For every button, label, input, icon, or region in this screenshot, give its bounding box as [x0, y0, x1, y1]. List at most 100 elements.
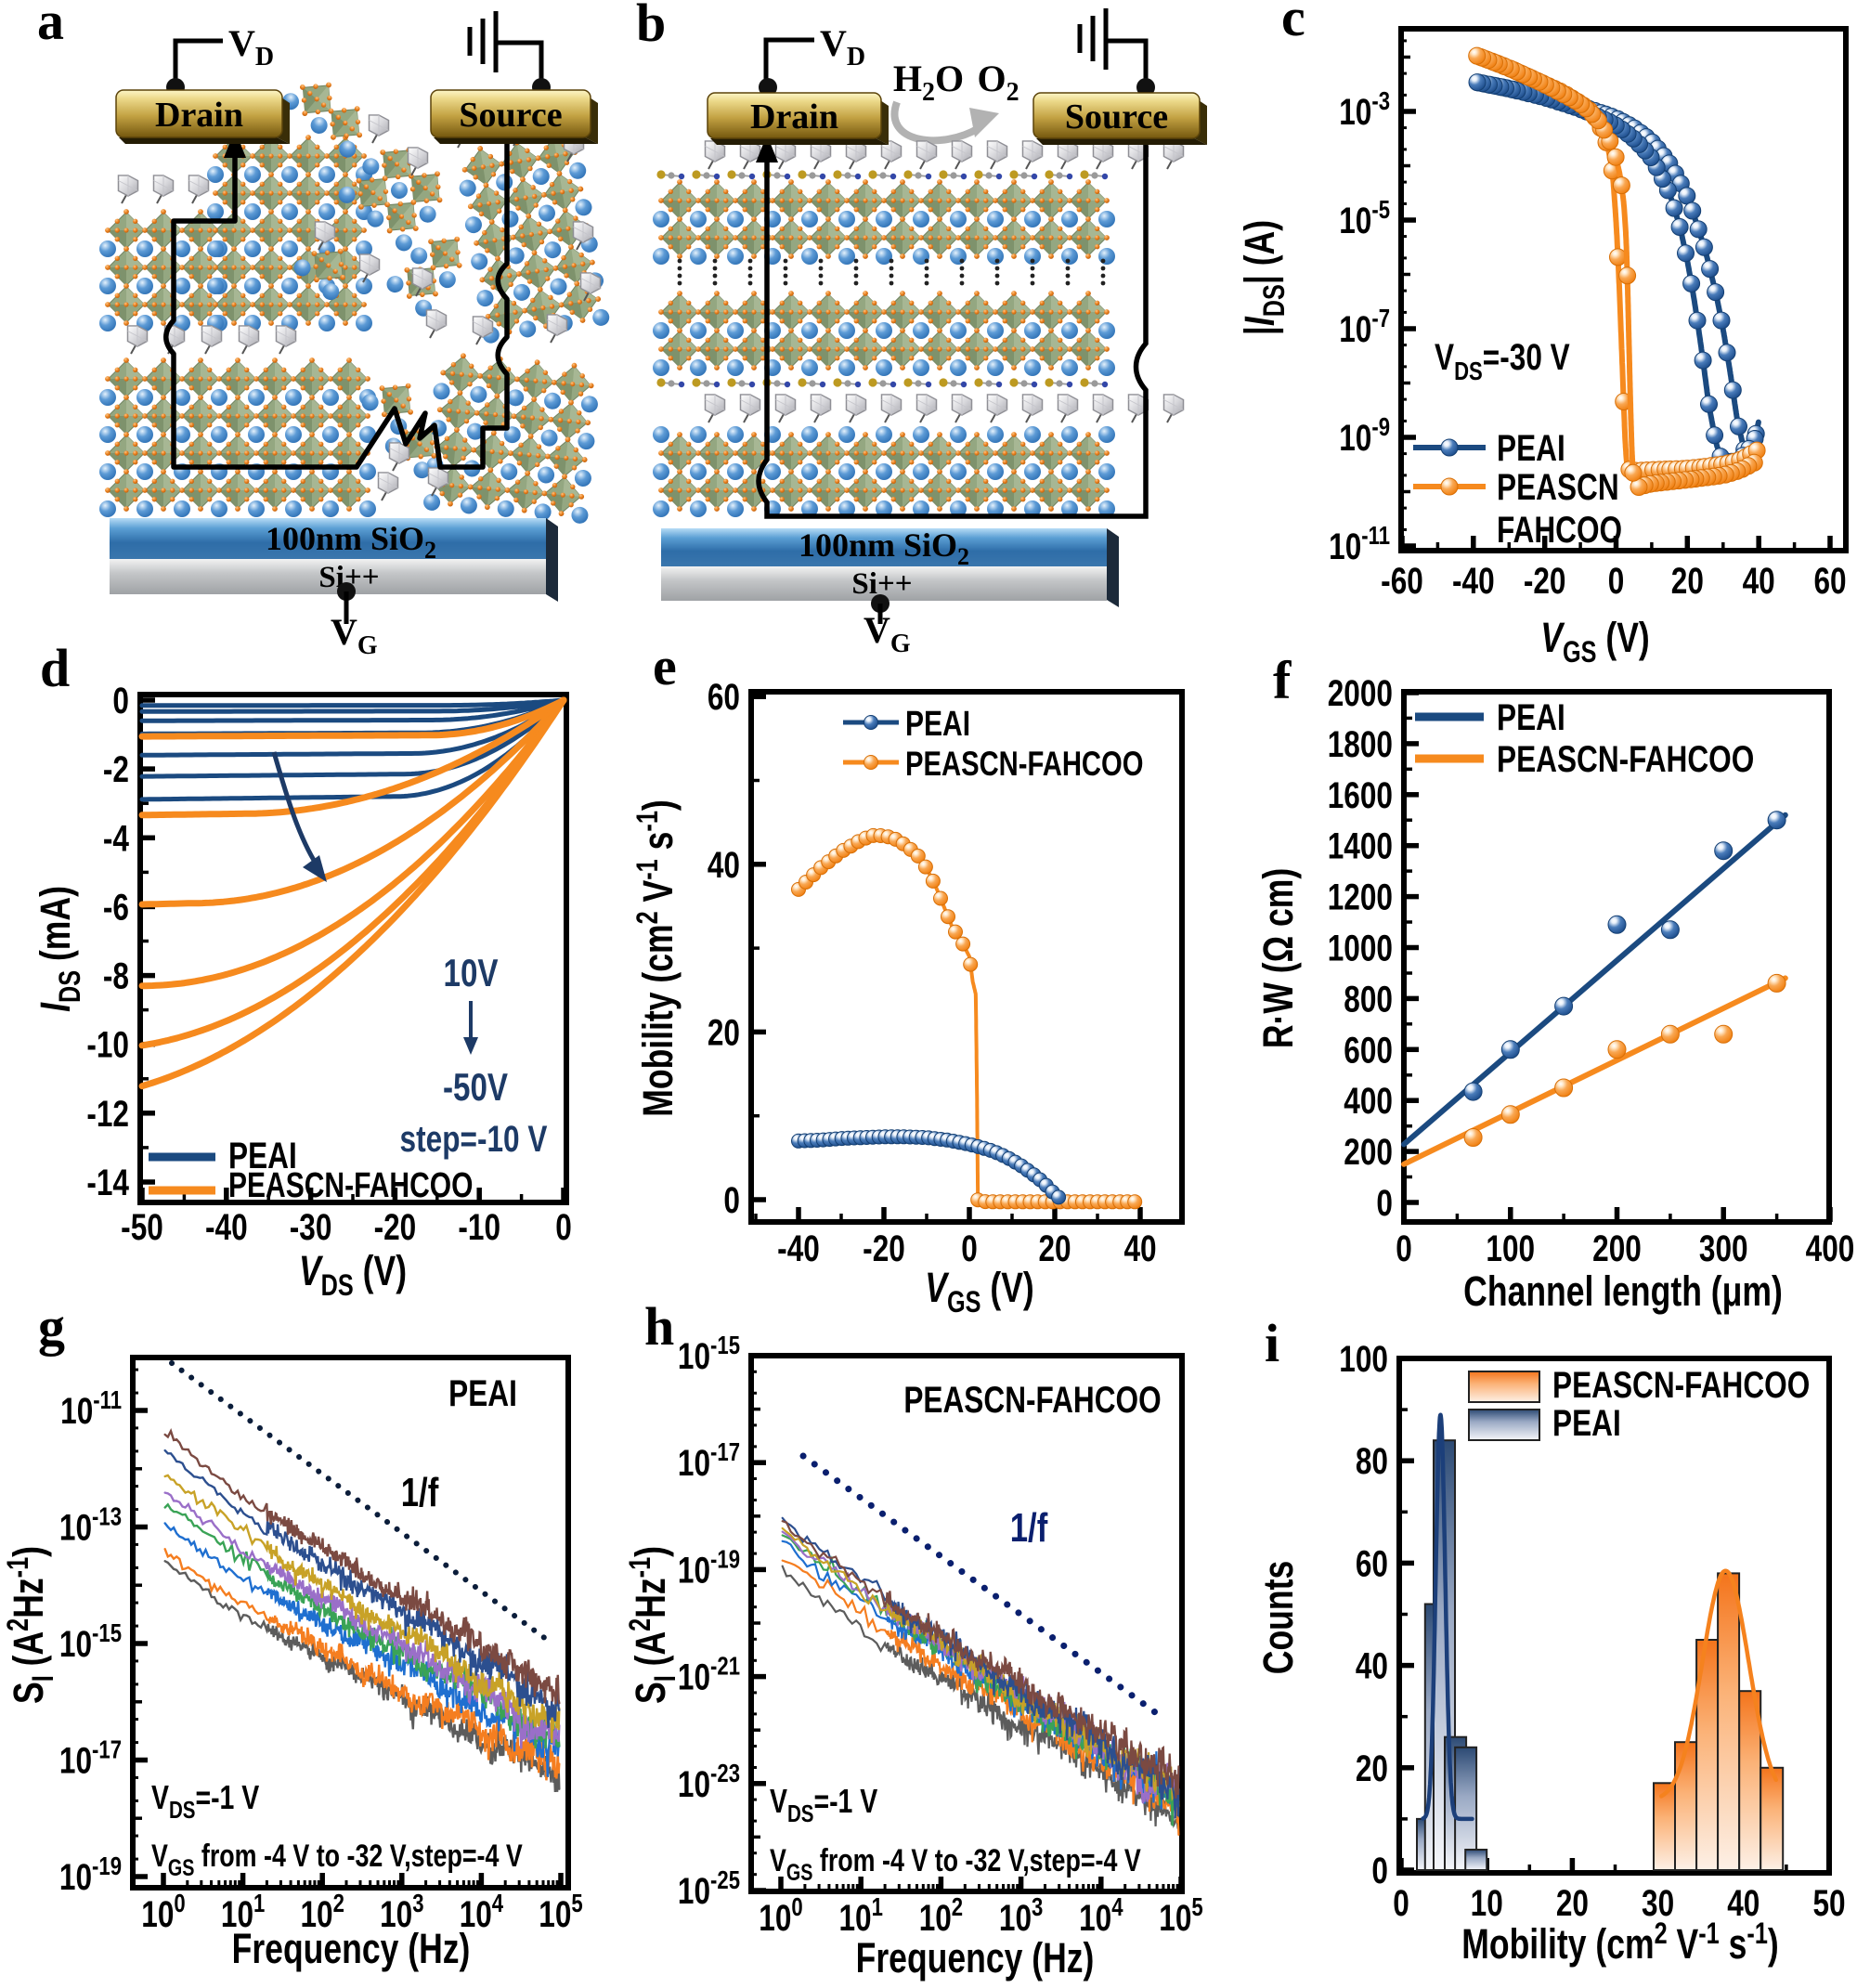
svg-text:-14: -14 [86, 1161, 129, 1202]
svg-text:0: 0 [555, 1205, 572, 1247]
svg-text:200: 200 [1592, 1227, 1642, 1268]
svg-text:Mobility (cm2 V-1 s-1): Mobility (cm2 V-1 s-1) [631, 799, 682, 1116]
svg-text:0: 0 [723, 1178, 740, 1220]
svg-text:PEASCN-FAHCOO: PEASCN-FAHCOO [228, 1166, 473, 1205]
svg-text:1400: 1400 [1328, 825, 1393, 866]
svg-text:PEAI: PEAI [1552, 1401, 1621, 1443]
svg-text:-4: -4 [103, 817, 129, 859]
svg-text:100: 100 [1339, 1337, 1388, 1379]
svg-text:PEASCN-FAHCOO: PEASCN-FAHCOO [903, 1378, 1161, 1420]
svg-text:FAHCOO: FAHCOO [1497, 508, 1622, 550]
svg-text:VDS=-1 V: VDS=-1 V [770, 1783, 878, 1827]
svg-text:PEAI: PEAI [228, 1134, 297, 1176]
svg-text:0: 0 [961, 1227, 978, 1268]
svg-text:1000: 1000 [1328, 927, 1393, 968]
svg-text:-12: -12 [86, 1092, 129, 1134]
svg-text:800: 800 [1344, 978, 1393, 1020]
svg-text:VGS (V): VGS (V) [1540, 614, 1650, 669]
svg-text:600: 600 [1344, 1029, 1393, 1071]
svg-text:PEASCN-FAHCOO: PEASCN-FAHCOO [905, 746, 1143, 784]
svg-text:60: 60 [1813, 559, 1846, 601]
svg-text:20: 20 [1356, 1747, 1388, 1788]
svg-text:100: 100 [759, 1893, 802, 1939]
svg-text:Channel length (μm): Channel length (μm) [1463, 1267, 1783, 1315]
svg-text:-20: -20 [863, 1227, 905, 1268]
svg-text:0: 0 [1608, 559, 1625, 601]
svg-text:0: 0 [112, 679, 129, 721]
svg-text:1600: 1600 [1328, 773, 1393, 815]
svg-text:PEAI: PEAI [1497, 695, 1565, 737]
svg-text:d: d [40, 638, 70, 698]
svg-text:Frequency (Hz): Frequency (Hz) [232, 1925, 471, 1972]
svg-text:-40: -40 [1452, 559, 1495, 601]
svg-text:PEAI: PEAI [905, 705, 970, 744]
svg-text:c: c [1281, 0, 1305, 47]
svg-text:g: g [38, 1296, 65, 1357]
svg-text:0: 0 [1371, 1849, 1388, 1891]
svg-text:1200: 1200 [1328, 876, 1393, 917]
svg-text:10: 10 [1471, 1881, 1503, 1923]
svg-text:40: 40 [1356, 1644, 1388, 1686]
svg-text:-6: -6 [103, 886, 129, 928]
svg-text:PEASCN-FAHCOO: PEASCN-FAHCOO [1497, 737, 1754, 779]
svg-text:300: 300 [1699, 1227, 1748, 1268]
svg-text:-2: -2 [103, 748, 129, 790]
svg-text:Mobility (cm2 V-1 s-1): Mobility (cm2 V-1 s-1) [1461, 1917, 1778, 1968]
svg-text:20: 20 [1556, 1881, 1589, 1923]
svg-text:2000: 2000 [1328, 671, 1393, 713]
svg-text:102: 102 [919, 1893, 963, 1939]
svg-text:20: 20 [708, 1011, 740, 1053]
svg-text:-10: -10 [458, 1205, 500, 1247]
svg-text:a: a [37, 0, 64, 51]
svg-text:PEAI: PEAI [1497, 426, 1565, 468]
svg-text:30: 30 [1642, 1881, 1674, 1923]
svg-text:100nm SiO2: 100nm SiO2 [799, 526, 969, 570]
svg-text:h: h [644, 1296, 674, 1357]
svg-text:R·W (Ω cm): R·W (Ω cm) [1254, 868, 1302, 1048]
svg-text:PEASCN-FAHCOO: PEASCN-FAHCOO [1552, 1363, 1810, 1405]
svg-text:200: 200 [1344, 1130, 1393, 1172]
svg-text:40: 40 [1727, 1881, 1760, 1923]
svg-text:10-15: 10-15 [59, 1619, 122, 1665]
svg-text:10V: 10V [443, 952, 498, 995]
svg-text:i: i [1265, 1313, 1279, 1373]
svg-text:50: 50 [1812, 1881, 1845, 1923]
svg-text:|IDS| (A): |IDS| (A) [1236, 220, 1292, 335]
svg-text:Drain: Drain [750, 97, 838, 136]
svg-text:105: 105 [539, 1890, 582, 1935]
svg-text:-20: -20 [1524, 559, 1566, 601]
svg-text:-8: -8 [103, 955, 129, 996]
svg-text:-50V: -50V [443, 1066, 508, 1110]
svg-text:-40: -40 [205, 1205, 248, 1247]
svg-text:40: 40 [1743, 559, 1775, 601]
svg-text:100nm SiO2: 100nm SiO2 [266, 520, 436, 564]
svg-text:400: 400 [1344, 1080, 1393, 1122]
svg-text:80: 80 [1356, 1440, 1388, 1482]
svg-text:Source: Source [1065, 97, 1168, 136]
svg-text:10-11: 10-11 [60, 1386, 122, 1432]
svg-text:Drain: Drain [155, 96, 243, 135]
svg-text:f: f [1273, 650, 1292, 710]
svg-text:100: 100 [1486, 1227, 1535, 1268]
svg-text:0: 0 [1396, 1227, 1412, 1268]
svg-text:VDS (V): VDS (V) [299, 1247, 407, 1303]
svg-text:400: 400 [1806, 1227, 1855, 1268]
svg-text:60: 60 [708, 676, 740, 718]
svg-text:0: 0 [1376, 1181, 1393, 1223]
svg-text:IDS (mA): IDS (mA) [32, 886, 87, 1012]
svg-text:-60: -60 [1381, 559, 1423, 601]
svg-text:40: 40 [1123, 1227, 1156, 1268]
svg-text:-40: -40 [777, 1227, 820, 1268]
svg-text:PEAI: PEAI [448, 1371, 517, 1413]
svg-text:step=-10 V: step=-10 V [400, 1117, 548, 1159]
svg-text:Source: Source [459, 96, 562, 135]
svg-text:60: 60 [1356, 1542, 1388, 1584]
svg-text:10-11: 10-11 [1329, 522, 1390, 567]
svg-text:VGS (V): VGS (V) [925, 1264, 1034, 1319]
svg-text:10-13: 10-13 [59, 1502, 122, 1548]
svg-text:PEASCN: PEASCN [1497, 465, 1619, 507]
svg-text:1/f: 1/f [1010, 1505, 1048, 1551]
svg-text:1/f: 1/f [401, 1470, 439, 1515]
svg-text:Frequency (Hz): Frequency (Hz) [856, 1934, 1095, 1982]
svg-text:b: b [636, 0, 666, 53]
